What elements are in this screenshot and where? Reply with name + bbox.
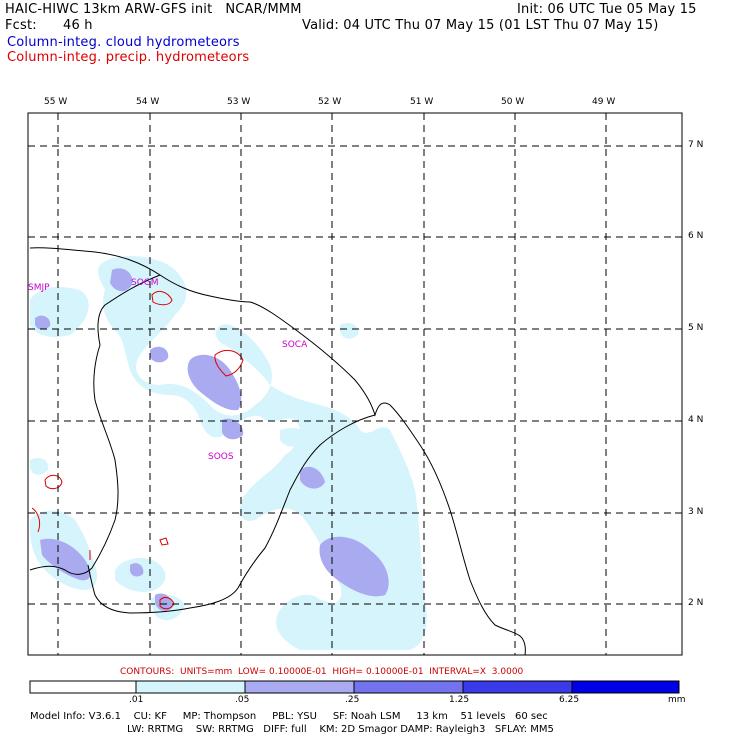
- station-label-soos: SOOS: [208, 452, 234, 462]
- forecast-label: Fcst:: [5, 18, 37, 33]
- lat-label-4n: 4 N: [688, 415, 704, 425]
- map-title: HAIC-HIWC 13km ARW-GFS init NCAR/MMM: [5, 2, 302, 17]
- station-label-smjp: SMJP: [28, 283, 50, 293]
- colorbar: [29, 680, 680, 694]
- lon-label-53w: 53 W: [227, 97, 251, 107]
- lat-label-5n: 5 N: [688, 323, 704, 333]
- lon-label-49w: 49 W: [592, 97, 616, 107]
- lon-label-54w: 54 W: [136, 97, 160, 107]
- colorbar-tick-125: 1.25: [449, 695, 470, 705]
- cloud-shading-medium: [35, 268, 389, 611]
- lat-label-3n: 3 N: [688, 507, 704, 517]
- lat-label-7n: 7 N: [688, 140, 704, 150]
- lon-label-55w: 55 W: [44, 97, 68, 107]
- station-label-sogm: SOGM: [131, 278, 159, 288]
- init-time: Init: 06 UTC Tue 05 May 15: [517, 2, 697, 17]
- model-info-line2: LW: RRTMG SW: RRTMG DIFF: full KM: 2D Sm…: [127, 724, 554, 735]
- lat-label-2n: 2 N: [688, 598, 704, 608]
- contours-info: CONTOURS: UNITS=mm LOW= 0.10000E-01 HIGH…: [120, 667, 524, 677]
- lon-label-51w: 51 W: [410, 97, 434, 107]
- coastline-and-borders: [29, 247, 526, 656]
- precip-legend-label: Column-integ. precip. hydrometeors: [7, 50, 250, 65]
- colorbar-tick-001: .01: [129, 695, 144, 705]
- precip-contours: [31, 290, 244, 610]
- colorbar-tick-625: 6.25: [559, 695, 580, 705]
- tick-marks: [57, 113, 682, 605]
- lon-label-52w: 52 W: [318, 97, 342, 107]
- colorbar-tick-025: .25: [345, 695, 360, 705]
- lat-label-6n: 6 N: [688, 231, 704, 241]
- map-frame: [27, 112, 683, 656]
- colorbar-unit: mm: [668, 695, 686, 705]
- forecast-hour: 46 h: [63, 18, 93, 33]
- colorbar-tick-005: .05: [235, 695, 250, 705]
- lat-lon-grid: [28, 113, 682, 655]
- cloud-legend-label: Column-integ. cloud hydrometeors: [7, 35, 240, 50]
- lon-label-50w: 50 W: [501, 97, 525, 107]
- valid-time: Valid: 04 UTC Thu 07 May 15 (01 LST Thu …: [302, 18, 659, 33]
- station-label-soca: SOCA: [282, 340, 308, 350]
- model-info-line1: Model Info: V3.6.1 CU: KF MP: Thompson P…: [30, 711, 548, 722]
